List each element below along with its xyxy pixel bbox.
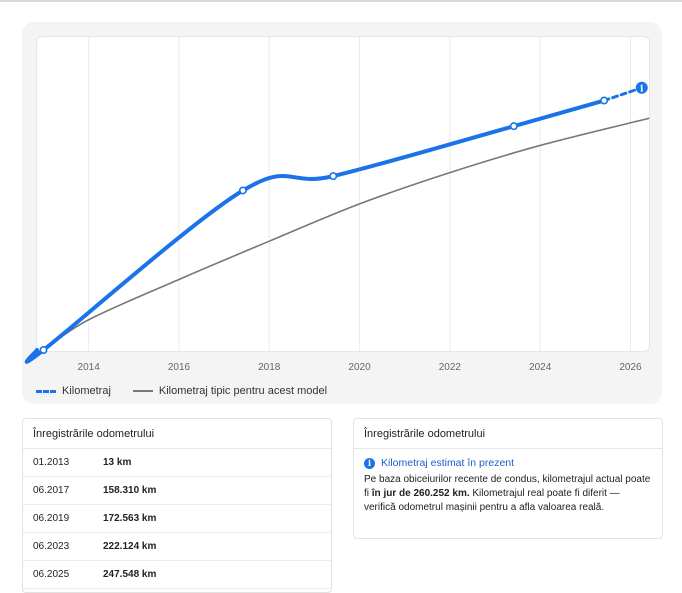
estimate-text-after: Kilometrajul real poate fi diferit — ver… [364, 488, 620, 513]
record-date: 06.2019 [33, 513, 70, 524]
typical-mileage-line [43, 117, 650, 351]
records-title: Înregistrările odometrului [23, 419, 331, 449]
record-km: 158.310 km [103, 485, 157, 496]
chart-legend: Kilometraj Kilometraj tipic pentru acest… [36, 382, 349, 400]
odometer-records-card: Înregistrările odometrului 01.2013 13 km 0… [22, 418, 332, 593]
record-km: 13 km [103, 457, 132, 468]
legend-label-kilometraj: Kilometraj [62, 385, 111, 397]
plot-area [36, 36, 650, 352]
info-icon: i [364, 457, 375, 469]
estimate-card: Înregistrările odometrului i Kilometraj … [353, 418, 663, 539]
estimate-heading: i Kilometraj estimat în prezent [354, 449, 662, 469]
estimate-line [602, 86, 644, 103]
estimate-text-bold: în jur de 260.252 km. [371, 488, 470, 499]
legend-label-typical: Kilometraj tipic pentru acest model [158, 385, 328, 397]
records-list: 01.2013 13 km 06.2017 158.310 km 06.2019 172.… [23, 449, 331, 589]
x-tick-label: 2024 [529, 362, 552, 373]
x-tick-label: 2026 [619, 362, 642, 373]
mileage-point [238, 186, 247, 195]
mileage-point [600, 96, 609, 105]
record-date: 01.2013 [33, 457, 70, 468]
top-divider [0, 0, 682, 2]
estimate-heading-text: Kilometraj estimat în prezent [381, 457, 515, 469]
legend-swatch-blue [36, 389, 56, 393]
mileage-line [24, 98, 607, 364]
mileage-chart-card: 2014 2016 2018 2020 2022 2024 2026 i Kilometraj… [22, 22, 662, 404]
x-tick-label: 2020 [348, 362, 371, 373]
estimate-text-before: Pe baza obiceiurilor recente de condus, … [364, 474, 651, 499]
estimate-card-title: Înregistrările odometrului [354, 419, 662, 449]
legend-swatch-gray [132, 390, 153, 392]
record-km: 172.563 km [103, 513, 157, 524]
legend-item-kilometraj[interactable]: Kilometraj [36, 385, 111, 397]
estimate-info-icon: i [640, 84, 644, 94]
record-row: 01.2013 13 km [23, 449, 331, 477]
estimate-marker [635, 81, 648, 94]
x-tick-label: 2016 [168, 362, 191, 373]
mileage-point [509, 122, 518, 131]
mileage-chart: 2014 2016 2018 2020 2022 2024 2026 i [24, 37, 650, 373]
x-tick-label: 2018 [258, 362, 281, 373]
record-row: 06.2019 172.563 km [23, 505, 331, 533]
record-date: 06.2017 [33, 485, 70, 496]
estimate-text: Pe baza obiceiurilor recente de condus, … [354, 469, 662, 515]
mileage-point [329, 172, 338, 181]
record-row: 06.2017 158.310 km [23, 477, 331, 505]
record-date: 06.2023 [33, 541, 70, 552]
record-km: 247.548 km [103, 569, 157, 580]
record-date: 06.2025 [33, 569, 70, 580]
legend-item-typical[interactable]: Kilometraj tipic pentru acest model [132, 385, 328, 397]
x-tick-label: 2014 [78, 362, 101, 373]
record-km: 222.124 km [103, 541, 157, 552]
x-tick-label: 2022 [439, 362, 462, 373]
record-row: 06.2023 222.124 km [23, 533, 331, 561]
mileage-point [39, 345, 48, 354]
record-row: 06.2025 247.548 km [23, 561, 331, 589]
